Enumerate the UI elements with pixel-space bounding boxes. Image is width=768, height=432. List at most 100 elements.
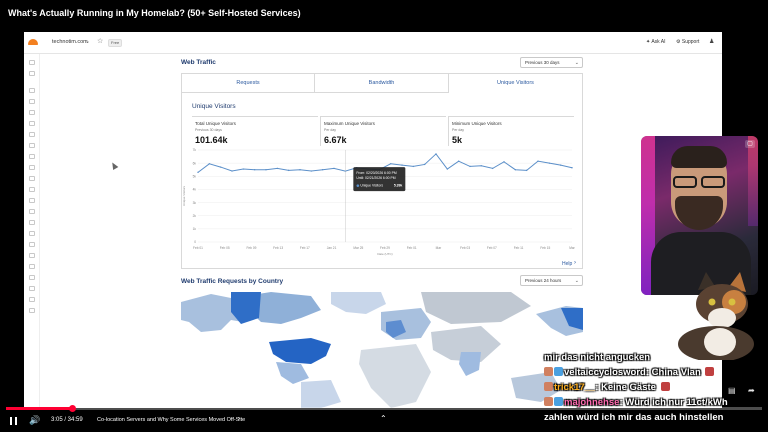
tab-unique-visitors[interactable]: Unique Visitors <box>449 74 582 93</box>
sidebar-workers-icon[interactable] <box>29 187 35 192</box>
support-button[interactable]: ⚙ Support <box>676 39 700 45</box>
data-point[interactable] <box>208 163 211 165</box>
country-mexico[interactable] <box>276 362 309 384</box>
sidebar-traffic-icon[interactable] <box>29 220 35 225</box>
cat-eye-left <box>708 298 716 306</box>
tab-bandwidth[interactable]: Bandwidth <box>315 74 449 93</box>
sidebar-scrape-shield-icon[interactable] <box>29 253 35 258</box>
data-point[interactable] <box>412 165 415 168</box>
data-point[interactable] <box>253 169 256 171</box>
chevron-right-icon[interactable]: › <box>238 416 240 422</box>
sidebar-overview-icon[interactable] <box>29 88 35 93</box>
progress-scrubber[interactable] <box>69 405 77 412</box>
sidebar-web3-icon[interactable] <box>29 275 35 280</box>
data-point[interactable] <box>491 167 494 170</box>
chevron-right-icon[interactable]: › <box>574 260 576 266</box>
tab-requests[interactable]: Requests <box>182 74 315 93</box>
chat-username: trick17__ <box>554 382 596 393</box>
country-alaska-east[interactable] <box>561 308 583 330</box>
share-icon[interactable]: ➦ <box>748 386 755 395</box>
sidebar-ssl-icon[interactable] <box>29 132 35 137</box>
comment-icon[interactable]: ▤ <box>728 386 736 395</box>
sidebar-speed-icon[interactable] <box>29 165 35 170</box>
data-point[interactable] <box>548 162 551 164</box>
sidebar-rules-icon[interactable] <box>29 198 35 203</box>
data-point[interactable] <box>469 165 471 168</box>
data-point[interactable] <box>242 168 245 170</box>
cat-muzzle <box>708 308 736 328</box>
chapter-title[interactable]: Co-location Servers and Why Some Service… <box>97 417 246 423</box>
data-point[interactable] <box>276 167 279 170</box>
country-alaska[interactable] <box>231 292 261 324</box>
country-australia[interactable] <box>511 372 561 402</box>
sidebar-help-icon[interactable] <box>29 308 35 313</box>
cloudflare-logo-icon[interactable] <box>28 39 38 45</box>
sidebar-back-icon[interactable] <box>29 71 35 76</box>
volume-icon[interactable]: 🔊 <box>29 415 41 425</box>
pause-icon[interactable] <box>10 417 17 425</box>
sidebar-dns-icon[interactable] <box>29 110 35 115</box>
domain-selector[interactable]: technotim.com <box>52 39 88 45</box>
data-point[interactable] <box>265 169 267 171</box>
help-link[interactable]: Help <box>562 261 573 267</box>
progress-track[interactable] <box>6 407 762 410</box>
sidebar-home-icon[interactable] <box>29 60 35 65</box>
country-south-america[interactable] <box>301 380 341 408</box>
data-point[interactable] <box>537 160 539 162</box>
star-icon[interactable]: ☆ <box>97 38 104 45</box>
y-tick-label: 5k <box>193 174 197 178</box>
sidebar-security-icon[interactable] <box>29 143 35 148</box>
data-point[interactable] <box>514 169 517 171</box>
web-traffic-range-value: Previous 30 days <box>525 60 560 65</box>
sidebar-custom-pages-icon[interactable] <box>29 231 35 236</box>
ask-ai-button[interactable]: ✦ Ask AI <box>646 39 666 45</box>
data-point[interactable] <box>299 169 301 171</box>
data-point[interactable] <box>287 169 290 172</box>
unique-visitors-chart[interactable]: 0 1k 2k 3k 4k 5k 6k 7k Unique Visitors Feb 01 Feb … <box>182 146 582 270</box>
sidebar-analytics-icon[interactable] <box>29 99 35 104</box>
sidebar-zaraz-icon[interactable] <box>29 264 35 269</box>
data-point[interactable] <box>401 164 403 166</box>
data-point[interactable] <box>559 164 562 166</box>
data-point[interactable] <box>571 167 573 169</box>
sidebar-collapse-icon[interactable] <box>29 297 35 302</box>
country-usa[interactable] <box>269 338 331 364</box>
data-point[interactable] <box>503 161 505 163</box>
chevron-down-icon[interactable]: ⌄ <box>85 39 91 45</box>
data-point[interactable] <box>457 160 460 162</box>
sidebar-caching-icon[interactable] <box>29 176 35 181</box>
sidebar-access-icon[interactable] <box>29 154 35 159</box>
data-point[interactable] <box>231 170 233 172</box>
data-point[interactable] <box>333 167 335 170</box>
world-map[interactable] <box>181 292 583 408</box>
chat-message: China Vlan <box>651 367 701 378</box>
data-point[interactable] <box>525 169 528 172</box>
data-point[interactable] <box>446 168 449 170</box>
country-range-select[interactable]: Previous 24 hours ⌄ <box>520 275 583 286</box>
sidebar-apps-icon[interactable] <box>29 242 35 247</box>
web-traffic-range-select[interactable]: Previous 30 days ⌄ <box>520 57 583 68</box>
country-africa[interactable] <box>359 344 431 408</box>
data-point[interactable] <box>219 166 222 168</box>
video-title[interactable]: What's Actually Running in My Homelab? (… <box>8 8 301 18</box>
data-point[interactable] <box>480 165 483 167</box>
data-point[interactable] <box>435 153 437 155</box>
data-point[interactable] <box>423 163 426 166</box>
country-india[interactable] <box>459 352 481 376</box>
sidebar-settings-icon[interactable] <box>29 286 35 291</box>
sidebar-email-icon[interactable] <box>29 121 35 126</box>
data-point[interactable] <box>197 171 199 174</box>
country-germany[interactable] <box>386 320 406 338</box>
user-icon[interactable]: ♟ <box>709 39 715 45</box>
country-russia[interactable] <box>421 292 531 324</box>
data-point[interactable] <box>310 170 313 172</box>
chevron-up-icon[interactable]: ⌃ <box>380 414 387 423</box>
series-line-unique-visitors[interactable] <box>197 153 573 173</box>
data-point[interactable] <box>321 169 324 171</box>
cat-eye-right <box>728 298 736 306</box>
sidebar-network-icon[interactable] <box>29 209 35 214</box>
webcam-close-icon[interactable]: ▢ <box>745 140 755 148</box>
data-point[interactable] <box>389 163 392 165</box>
country-greenland[interactable] <box>331 292 386 314</box>
country-asia[interactable] <box>431 326 501 362</box>
